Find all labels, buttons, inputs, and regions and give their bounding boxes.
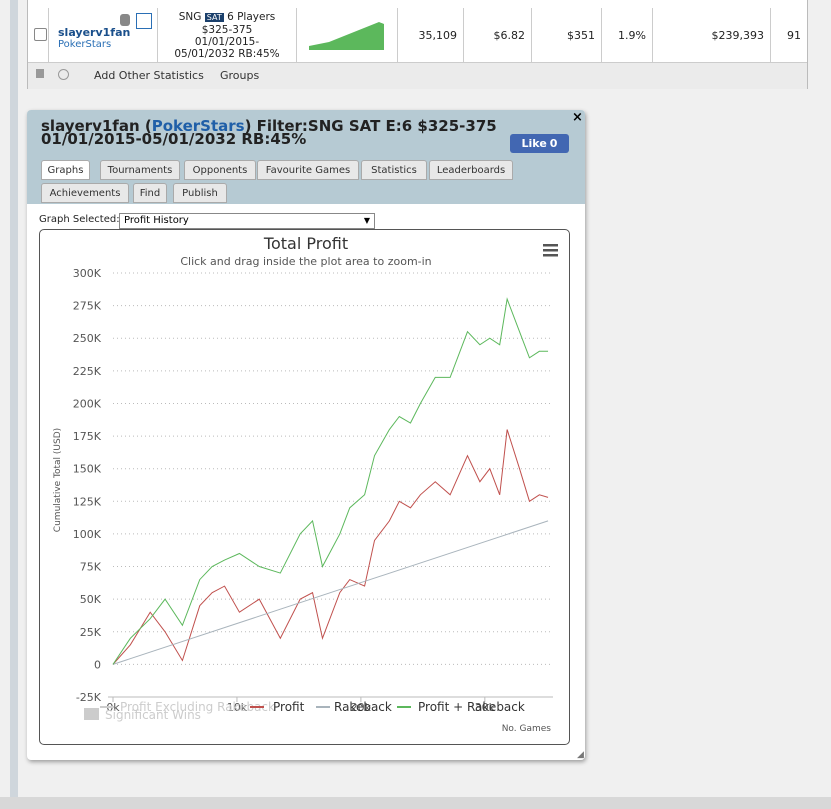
- y-tick-label: 25K: [80, 626, 102, 639]
- results-table: slayerv1fan PokerStars SNG SAT 6 Players…: [27, 0, 808, 89]
- series-line: [112, 520, 549, 665]
- icon[interactable]: [136, 13, 152, 29]
- badge: SAT: [204, 12, 224, 22]
- tab[interactable]: Graphs: [41, 160, 90, 180]
- like-label: Like: [521, 137, 547, 150]
- groups[interactable]: Groups: [220, 69, 260, 82]
- x-tick-label: 10k: [227, 701, 248, 714]
- chart-title: Total Profit: [263, 234, 348, 253]
- y-tick-label: 200K: [73, 397, 102, 410]
- graph-selected: Profit History: [124, 215, 189, 226]
- panel-title: slayerv1fan (PokerStars) Filter:SNG SAT …: [41, 117, 541, 148]
- series-line: [112, 429, 549, 665]
- legend-label: Profit + Rakeback: [418, 700, 525, 714]
- x-tick-label: 30k: [475, 701, 496, 714]
- side-bar: [10, 0, 18, 809]
- dropdown-arrow: ▼: [363, 216, 370, 225]
- games: 35,109: [397, 8, 463, 62]
- site-name[interactable]: PokerStars: [58, 39, 112, 50]
- add-statistics[interactable]: Add Other Statistics: [94, 69, 204, 82]
- players: 6 Players: [227, 10, 276, 23]
- y-tick-label: 125K: [73, 495, 102, 508]
- game: SNG: [178, 10, 202, 23]
- tab[interactable]: Tournaments: [100, 160, 180, 180]
- tab[interactable]: Leaderboards: [429, 160, 513, 180]
- y-tick-label: 300K: [73, 267, 102, 280]
- legend-label: Profit Excluding Rakeback: [120, 700, 275, 714]
- x-tick-label: 20k: [351, 701, 372, 714]
- chart: Total Profit Click and drag inside the p…: [53, 234, 558, 734]
- title-filter: ) Filter:SNG SAT E:6 $325-375 01/01/2015…: [41, 117, 497, 148]
- total-profit: $239,393: [652, 8, 770, 62]
- y-tick-label: 275K: [73, 300, 102, 313]
- date: 05/01/2032 RB:45%: [174, 47, 280, 60]
- legend-symbol: [84, 708, 99, 720]
- stakes: $325-375: [201, 23, 253, 36]
- y-tick-label: 150K: [73, 463, 102, 476]
- ability: 91: [770, 8, 807, 62]
- avg-stake: $351: [531, 8, 601, 62]
- like-button[interactable]: Like 0: [510, 134, 569, 153]
- tab[interactable]: Statistics: [361, 160, 427, 180]
- x-axis-label: No. Games: [502, 724, 552, 734]
- tab[interactable]: Favourite Games: [257, 160, 359, 180]
- icon[interactable]: [36, 69, 44, 78]
- chart-subtitle: Click and drag inside the plot area to z…: [180, 255, 431, 268]
- close-button[interactable]: ×: [572, 110, 583, 125]
- y-tick-label: 175K: [73, 430, 102, 443]
- y-tick-label: 50K: [80, 593, 102, 606]
- y-tick-label: 75K: [80, 561, 102, 574]
- player-name[interactable]: slayerv1fan: [58, 26, 131, 39]
- player-cell: slayerv1fan PokerStars: [48, 8, 157, 62]
- sparkline: [309, 22, 384, 50]
- date: 01/01/2015-: [194, 35, 260, 48]
- tab[interactable]: Publish: [173, 183, 227, 203]
- sparkline-cell: [296, 8, 397, 62]
- tab[interactable]: Opponents: [184, 160, 256, 180]
- tab[interactable]: Achievements: [41, 183, 129, 203]
- avg-profit: $6.82: [463, 8, 531, 62]
- legend-label: Significant Wins: [105, 708, 201, 722]
- legend-label: Rakeback: [334, 700, 392, 714]
- chart-box: [39, 229, 570, 745]
- y-tick-label: 100K: [73, 528, 102, 541]
- y-axis-label: Cumulative Total (USD): [53, 428, 63, 532]
- resize-handle[interactable]: ◢: [577, 750, 584, 760]
- title-player: slayerv1fan (: [41, 117, 152, 135]
- title-site[interactable]: PokerStars: [151, 117, 245, 135]
- player-panel: × slayerv1fan (PokerStars) Filter:SNG SA…: [27, 110, 585, 760]
- y-tick-label: 225K: [73, 365, 102, 378]
- menu-button[interactable]: [543, 244, 558, 257]
- legend-label: Profit: [273, 700, 305, 714]
- tab[interactable]: Find: [133, 183, 167, 203]
- series-line: [112, 297, 549, 665]
- checkbox[interactable]: [34, 28, 47, 41]
- y-tick-label: -25K: [76, 691, 102, 704]
- game-cell: SNG SAT 6 Players $325-375 01/01/2015- 0…: [157, 8, 296, 62]
- bottom-bar: [0, 797, 831, 809]
- graph-select[interactable]: Profit History ▼: [119, 213, 375, 229]
- y-tick-label: 0: [94, 658, 101, 671]
- sparkline-area: [309, 22, 384, 50]
- roi: 1.9%: [601, 8, 652, 62]
- icon[interactable]: [58, 69, 69, 80]
- icon[interactable]: [120, 14, 130, 26]
- table-footer: Add Other Statistics Groups: [28, 62, 807, 89]
- like-count: 0: [549, 137, 558, 150]
- graph-label: Graph Selected:: [39, 214, 120, 225]
- y-tick-label: 250K: [73, 332, 102, 345]
